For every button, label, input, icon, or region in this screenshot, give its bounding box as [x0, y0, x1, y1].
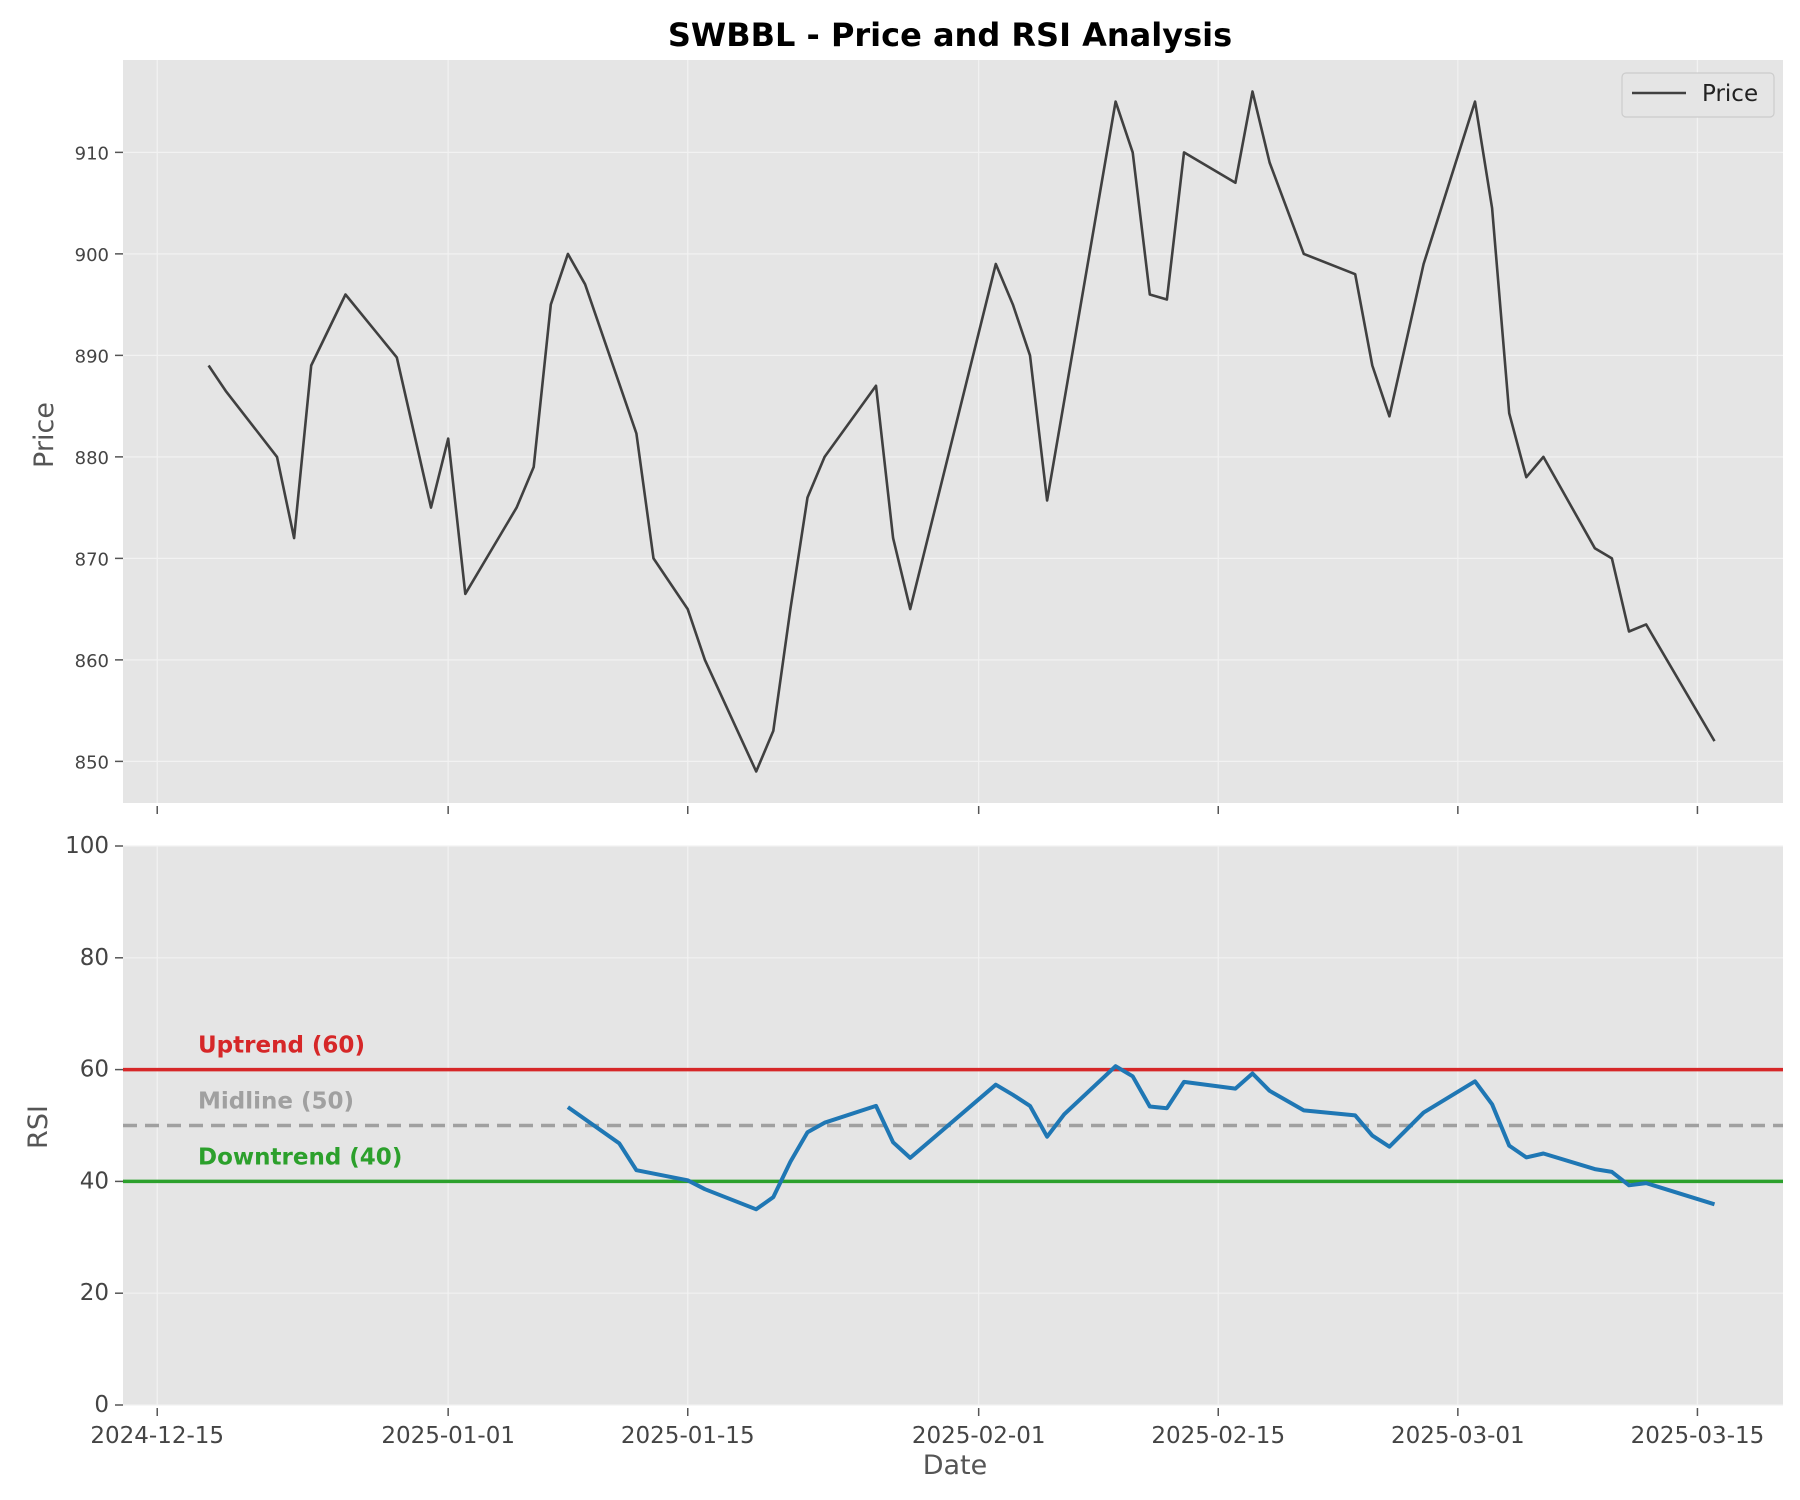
- price-x-axis: [156, 806, 1699, 814]
- y-tick-label: 100: [65, 833, 109, 859]
- y-tick-label: 0: [94, 1392, 109, 1418]
- x-tick-label: 2025-01-01: [381, 1423, 515, 1449]
- x-tick-label: 2025-02-15: [1151, 1423, 1285, 1449]
- y-tick-label: 880: [75, 448, 109, 469]
- x-tick-label: 2025-03-15: [1631, 1423, 1765, 1449]
- y-tick-label: 870: [75, 549, 109, 570]
- y-tick-label: 900: [75, 245, 109, 266]
- y-tick-label: 850: [75, 752, 109, 773]
- rsi-y-axis: 0 20 40 60 80 100: [65, 833, 123, 1418]
- y-tick-label: 80: [80, 945, 109, 971]
- reference-line-label: Midline (50): [198, 1089, 354, 1115]
- chart-title: SWBBL - Price and RSI Analysis: [668, 16, 1232, 54]
- y-tick-label: 890: [75, 346, 109, 367]
- y-tick-label: 910: [75, 143, 109, 164]
- x-tick-label: 2024-12-15: [90, 1423, 224, 1449]
- price-panel: 850 860 870 880 890 900 910 Price Price: [29, 60, 1783, 814]
- x-tick-label: 2025-01-15: [621, 1423, 755, 1449]
- rsi-panel: 0 20 40 60 80 100 2024-12-15 2025-01-01 2025-01…: [23, 833, 1783, 1481]
- price-y-axis-label: Price: [29, 402, 60, 468]
- price-series-line: [207, 90, 1716, 773]
- y-tick-label: 20: [80, 1280, 109, 1306]
- legend: Price: [1621, 72, 1775, 118]
- rsi-y-axis-label: RSI: [23, 1105, 54, 1149]
- rsi-x-axis: 2024-12-15 2025-01-01 2025-01-15 2025-02-01…: [90, 1408, 1764, 1449]
- y-tick-label: 860: [75, 651, 109, 672]
- legend-box: [1621, 72, 1775, 118]
- x-tick-label: 2025-03-01: [1391, 1423, 1525, 1449]
- reference-line-label: Downtrend (40): [198, 1144, 402, 1170]
- x-tick-label: 2025-02-01: [912, 1423, 1046, 1449]
- y-tick-label: 60: [80, 1057, 109, 1083]
- price-y-axis: 850 860 870 880 890 900 910: [75, 143, 123, 773]
- legend-price-label: Price: [1702, 81, 1758, 107]
- price-grid: [123, 60, 1783, 803]
- reference-line-label: Uptrend (60): [198, 1033, 365, 1059]
- y-tick-label: 40: [80, 1168, 109, 1194]
- rsi-series-line: [566, 1064, 1716, 1212]
- rsi-reference-lines: Uptrend (60) Midline (50) Downtrend (40): [123, 1033, 1783, 1184]
- x-axis-label: Date: [923, 1450, 988, 1481]
